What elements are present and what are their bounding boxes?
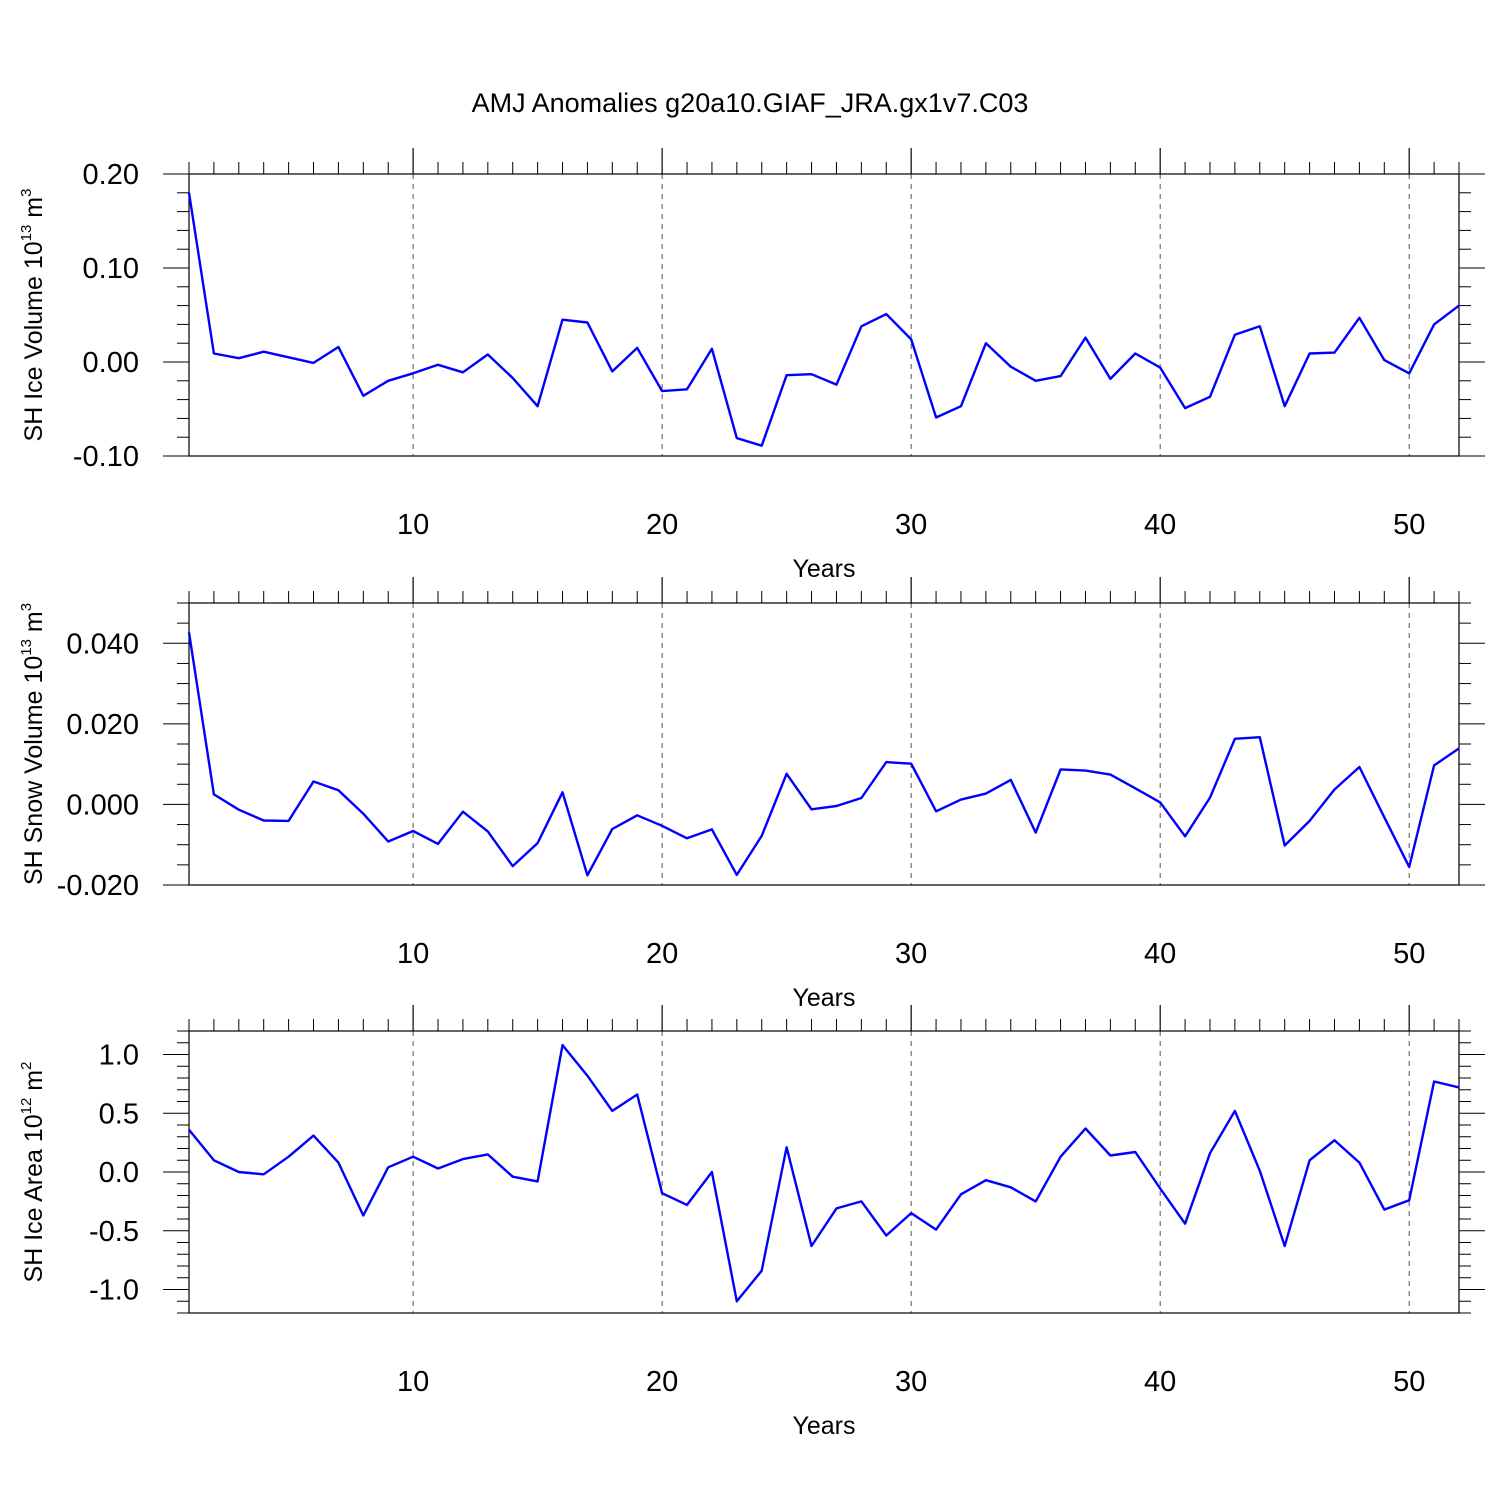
x-tick-label: 30	[895, 509, 927, 541]
y-tick-label: 0.0	[99, 1157, 139, 1189]
series-line	[188, 1043, 1460, 1303]
y-tick-label: 0.040	[66, 628, 139, 660]
y-axis-label: SH Ice Area 1012 m2	[18, 1062, 48, 1283]
x-tick-label: 50	[1393, 938, 1425, 970]
y-tick-label: 0.020	[66, 709, 139, 741]
y-tick-label: -0.10	[73, 441, 139, 473]
x-tick-label: 40	[1144, 1366, 1176, 1398]
x-tick-label: 20	[646, 938, 678, 970]
x-tick-label: 10	[397, 938, 429, 970]
x-tick-label: 40	[1144, 938, 1176, 970]
x-tick-label: 20	[646, 509, 678, 541]
y-tick-label: 0.10	[83, 253, 139, 285]
y-tick-label: -1.0	[89, 1275, 139, 1307]
plot-frame	[188, 1030, 1460, 1314]
y-axis-label: SH Snow Volume 1013 m3	[18, 603, 48, 885]
x-tick-label: 10	[397, 509, 429, 541]
x-tick-label: 40	[1144, 509, 1176, 541]
series-line	[187, 192, 1460, 447]
y-tick-label: 1.0	[99, 1040, 139, 1072]
plot-frame	[188, 173, 1460, 457]
x-tick-label: 30	[895, 938, 927, 970]
plot-panel-1: -0.10 0.00 0.10 0.20 10 20 30 40 50 Years SH Ice V…	[18, 148, 1485, 583]
x-tick-label: 10	[397, 1366, 429, 1398]
x-axis-label: Years	[792, 555, 855, 583]
chart-title: AMJ Anomalies g20a10.GIAF_JRA.gx1v7.C03	[472, 88, 1029, 118]
x-axis-label: Years	[792, 984, 855, 1012]
x-tick-label: 50	[1393, 1366, 1425, 1398]
y-tick-label: 0.20	[83, 159, 139, 191]
plot-panels: -0.10 0.00 0.10 0.20 10 20 30 40 50 Years SH Ice V…	[18, 148, 1485, 1440]
y-tick-label: -0.5	[89, 1216, 139, 1248]
plot-panel-2: -0.020 0.000 0.020 0.040 10 20 30 40 50 Years SH S…	[18, 577, 1485, 1012]
y-tick-label: -0.020	[57, 870, 139, 902]
y-tick-label: 0.5	[99, 1098, 139, 1130]
y-tick-label: 0.00	[83, 347, 139, 379]
plot-panel-3: -1.0 -0.5 0.0 0.5 1.0 10 20 30 40 50 Years SH Ice A…	[18, 1005, 1485, 1440]
x-axis-label: Years	[792, 1412, 855, 1440]
series-line	[187, 632, 1460, 877]
y-tick-label: 0.000	[66, 789, 139, 821]
x-tick-label: 50	[1393, 509, 1425, 541]
plot-frame	[188, 602, 1460, 886]
x-tick-label: 20	[646, 1366, 678, 1398]
x-tick-label: 30	[895, 1366, 927, 1398]
y-axis-label: SH Ice Volume 1013 m3	[18, 189, 48, 442]
